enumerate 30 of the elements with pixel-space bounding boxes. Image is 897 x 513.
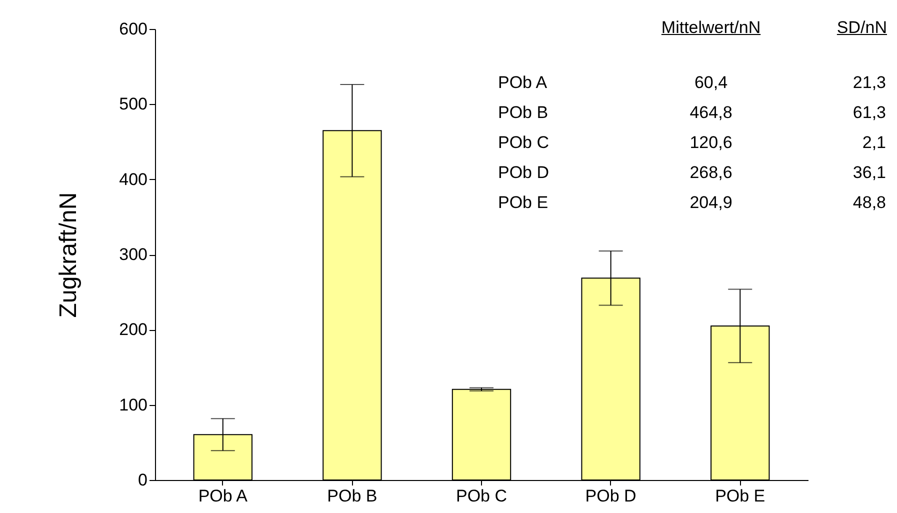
- annotation: Mittelwert/nN: [661, 18, 761, 38]
- x-tick-label: POb B: [327, 486, 378, 506]
- text: 61,3: [852, 103, 886, 123]
- y-tick-label: 0: [138, 470, 148, 490]
- annotation: POb D: [498, 163, 550, 183]
- annotation: POb E: [498, 193, 548, 213]
- annotation: 268,6: [690, 163, 732, 183]
- text: 21,3: [852, 73, 886, 93]
- text: SD/nN: [836, 18, 887, 38]
- y-tick-label: 500: [119, 94, 148, 114]
- annotation: POb B: [498, 103, 548, 123]
- text: 36,1: [852, 163, 886, 183]
- x-tick-label: POb C: [456, 486, 508, 506]
- y-tick-label: 200: [119, 320, 148, 340]
- x-tick-label: POb A: [198, 486, 248, 506]
- text: 48,8: [852, 193, 886, 213]
- x-tick-label: POb D: [585, 486, 636, 506]
- y-tick-label: 300: [119, 245, 148, 264]
- annotation: 464,8: [690, 103, 732, 123]
- y-tick-label: 600: [119, 20, 148, 38]
- y-tick-label: 100: [119, 395, 148, 414]
- annotation: POb A: [498, 73, 548, 93]
- annotation: 120,6: [690, 133, 732, 153]
- annotation: 204,9: [690, 193, 732, 213]
- y-tick-label: 400: [119, 170, 148, 189]
- annotation: 60,4: [694, 73, 728, 93]
- y-axis-title: Zugkraft/nN: [55, 192, 82, 318]
- annotation: POb C: [498, 133, 550, 153]
- x-tick-label: POb E: [715, 486, 766, 506]
- text: 2,1: [862, 133, 886, 153]
